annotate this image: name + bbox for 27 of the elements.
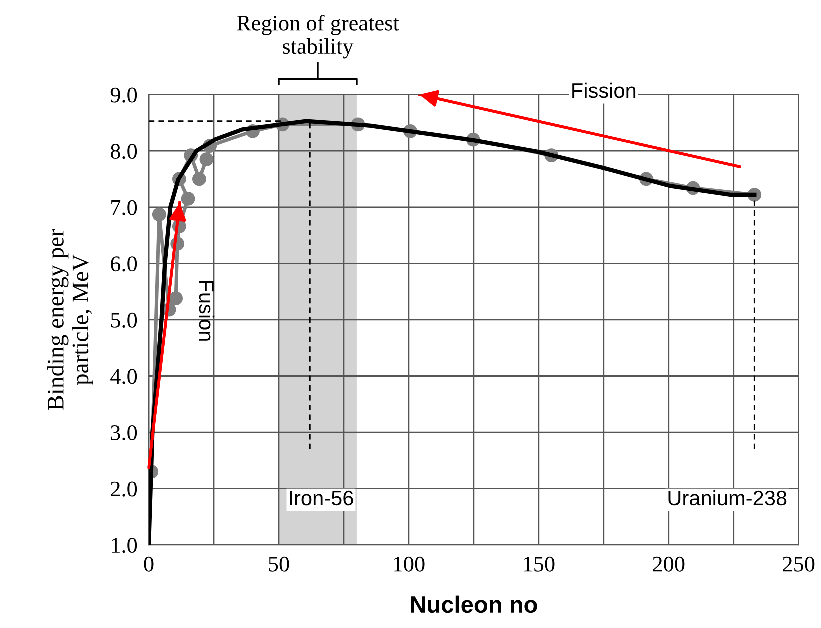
annotation: Fission bbox=[572, 82, 636, 98]
x-axis-title: Nucleon no bbox=[411, 596, 538, 614]
y-tick-label: 2.0 bbox=[111, 482, 138, 497]
y-tick-label: 6.0 bbox=[111, 256, 138, 272]
y-tick-label: 1.0 bbox=[112, 538, 138, 554]
x-tick-label: 50 bbox=[269, 556, 290, 572]
y-tick-label: 4.0 bbox=[110, 369, 138, 384]
annotation: Iron-56 bbox=[290, 490, 354, 506]
point bbox=[192, 172, 206, 186]
x-tick-label: 100 bbox=[394, 556, 425, 572]
point bbox=[152, 208, 166, 222]
y-tick-label: 7.0 bbox=[112, 200, 138, 216]
y-axis-title: Binding energy per particle, MeV bbox=[47, 229, 94, 410]
y-tick-label: 3.0 bbox=[111, 425, 138, 441]
point bbox=[181, 192, 196, 206]
annotation: Fusion bbox=[199, 281, 215, 341]
y-tick-label: 8.0 bbox=[110, 144, 138, 160]
x-tick-label: 200 bbox=[653, 556, 685, 572]
x-tick-label: 150 bbox=[524, 556, 555, 572]
point bbox=[169, 292, 183, 306]
y-tick-label: 9.0 bbox=[110, 88, 138, 103]
annotation: Uranium-238 bbox=[668, 490, 787, 506]
y-tick-label: 5.0 bbox=[111, 312, 138, 328]
x-tick-label: 250 bbox=[783, 556, 815, 572]
band-label: Region of greatest stability bbox=[237, 14, 400, 59]
x-tick-label: 0 bbox=[144, 556, 154, 572]
point bbox=[200, 152, 214, 166]
